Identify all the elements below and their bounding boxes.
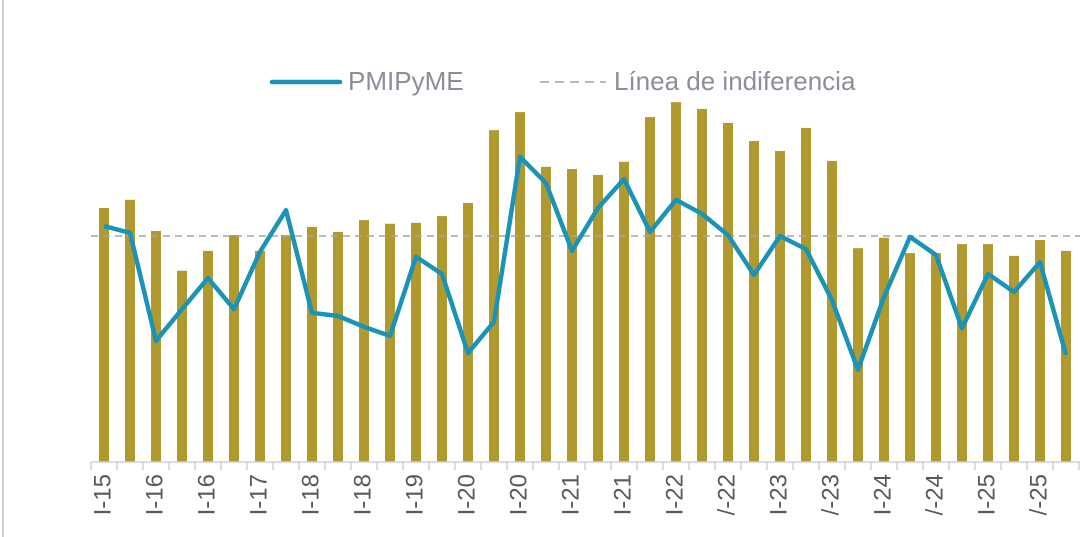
- x-tick-label: I-21: [557, 474, 584, 515]
- x-tick-label: I-16: [141, 474, 168, 515]
- bar: [905, 253, 915, 462]
- bar: [411, 222, 421, 462]
- bar: [775, 150, 785, 462]
- bar: [99, 207, 109, 462]
- legend-label: PMIPyME: [348, 66, 464, 96]
- bar: [645, 117, 655, 463]
- x-tick-label: /-24: [921, 474, 948, 515]
- bar: [359, 220, 369, 462]
- bar: [671, 102, 681, 463]
- x-tick-label: I-22: [661, 474, 688, 515]
- legend-label: Línea de indiferencia: [614, 66, 856, 96]
- bar: [749, 141, 759, 463]
- x-tick-label: /-22: [713, 474, 740, 515]
- bar: [1035, 240, 1045, 462]
- bar: [619, 161, 629, 462]
- bar: [801, 127, 811, 462]
- bar: [489, 130, 499, 463]
- bar: [333, 231, 343, 462]
- bar: [827, 160, 837, 462]
- x-tick-label: I-15: [89, 474, 116, 515]
- line-series: [103, 154, 1069, 373]
- x-tick-label: I-23: [765, 474, 792, 515]
- x-tick-label: I-18: [297, 474, 324, 515]
- x-tick-label: I-25: [973, 474, 1000, 515]
- bar: [151, 231, 161, 462]
- bar: [437, 216, 447, 462]
- bar: [983, 244, 993, 462]
- bar: [567, 169, 577, 463]
- bar: [1061, 250, 1071, 462]
- bar: [541, 166, 551, 462]
- bar: [1009, 255, 1019, 462]
- bar: [853, 248, 863, 462]
- bar: [931, 253, 941, 462]
- bar: [125, 199, 135, 462]
- x-tick-label: /-25: [1025, 474, 1052, 515]
- bar: [281, 235, 291, 462]
- x-tick-label: /-23: [817, 474, 844, 515]
- bar: [177, 270, 187, 462]
- x-tick-label: I-18: [349, 474, 376, 515]
- bar: [229, 235, 239, 462]
- bar: [879, 237, 889, 462]
- bar: [385, 223, 395, 462]
- bar: [593, 174, 603, 463]
- x-tick-label: I-20: [453, 474, 480, 515]
- bar: [203, 250, 213, 462]
- x-tick-label: I-24: [869, 474, 896, 515]
- bar: [307, 226, 317, 462]
- legend: PMIPyME Línea de indiferencia: [269, 66, 856, 96]
- x-tick-label: I-16: [193, 474, 220, 515]
- bar: [255, 250, 265, 462]
- x-tick-label: I-17: [245, 474, 272, 515]
- x-tick-label: I-21: [609, 474, 636, 515]
- bar: [463, 202, 473, 462]
- bar: [723, 122, 733, 463]
- bar: [697, 108, 707, 463]
- bar: [515, 112, 525, 462]
- x-tick-label: I-19: [401, 474, 428, 515]
- x-tick-label: I-20: [505, 474, 532, 515]
- bar: [957, 244, 967, 462]
